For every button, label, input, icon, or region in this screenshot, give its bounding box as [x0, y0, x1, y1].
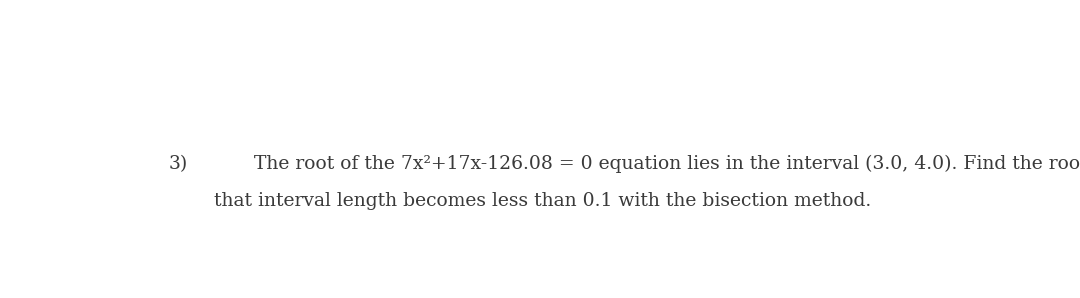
Text: 3): 3) — [168, 155, 188, 173]
Text: The root of the 7x²+17x-126.08 = 0 equation lies in the interval (3.0, 4.0). Fin: The root of the 7x²+17x-126.08 = 0 equat… — [254, 155, 1080, 173]
Text: that interval length becomes less than 0.1 with the bisection method.: that interval length becomes less than 0… — [214, 192, 870, 210]
